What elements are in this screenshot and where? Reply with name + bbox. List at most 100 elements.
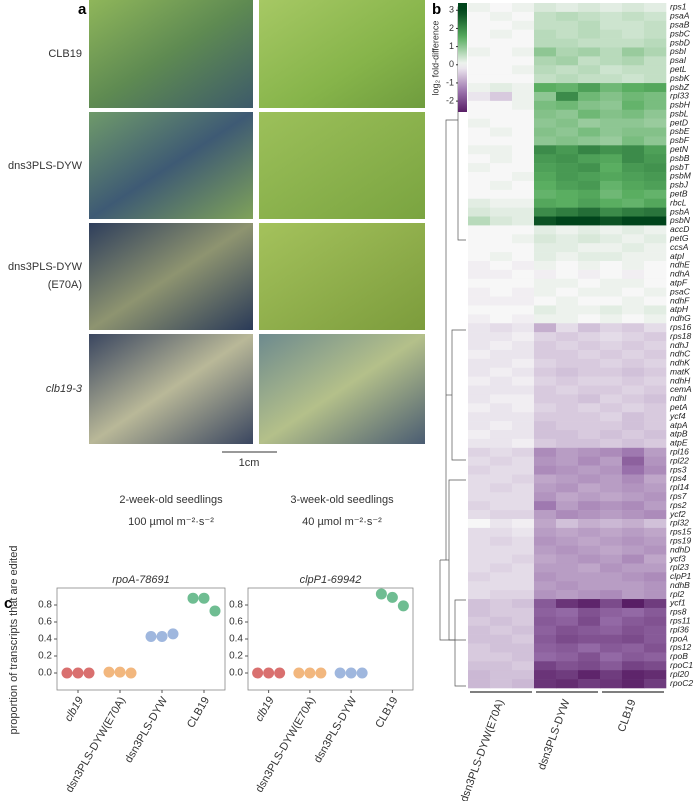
- heatmap-cell: [622, 341, 645, 351]
- heatmap-cell: [644, 341, 667, 351]
- heatmap-cell: [534, 349, 557, 360]
- row-label: ycf1: [669, 598, 686, 608]
- row-label: rpl22: [670, 455, 689, 465]
- heatmap-cell: [600, 56, 623, 66]
- heatmap-cell: [644, 545, 667, 555]
- row-label: rps4: [670, 473, 687, 483]
- heatmap-cell: [534, 56, 557, 66]
- heatmap-cell: [622, 20, 645, 30]
- heatmap-cell: [622, 607, 645, 618]
- heatmap-cell: [600, 563, 623, 573]
- heatmap-cell: [578, 492, 601, 502]
- heatmap-cell: [556, 29, 579, 39]
- heatmap-cell: [644, 599, 667, 609]
- heatmap-cell: [468, 385, 491, 395]
- data-point: [334, 667, 346, 679]
- heatmap-cell: [512, 243, 535, 253]
- heatmap-cell: [600, 536, 623, 546]
- scale-bar-label: 1cm: [239, 457, 260, 469]
- heatmap-cell: [534, 385, 557, 395]
- photo: [259, 334, 425, 444]
- row-label: ndhE: [670, 260, 690, 270]
- heatmap-cell: [644, 572, 667, 582]
- heatmap-cell: [490, 65, 513, 75]
- heatmap-cell: [556, 421, 579, 431]
- heatmap-cell: [534, 83, 557, 93]
- heatmap-cell: [622, 163, 645, 173]
- heatmap-cell: [622, 91, 645, 102]
- heatmap-cell: [622, 670, 645, 680]
- heatmap-cell: [600, 447, 623, 458]
- heatmap-cell: [534, 510, 557, 520]
- heatmap-cell: [512, 332, 535, 342]
- heatmap-cell: [600, 438, 623, 449]
- heatmap-cell: [600, 38, 623, 48]
- row-label: rpoB: [670, 651, 688, 661]
- heatmap-cell: [512, 65, 535, 75]
- heatmap-cell: [578, 109, 601, 119]
- heatmap-cell: [534, 412, 557, 422]
- heatmap-cell: [534, 492, 557, 502]
- heatmap-cell: [512, 625, 535, 635]
- row-label: psbN: [669, 215, 691, 225]
- heatmap-cell: [490, 260, 513, 271]
- heatmap-cell: [644, 100, 667, 111]
- y-tick-label: 0.2: [38, 651, 52, 662]
- heatmap-cell: [512, 83, 535, 93]
- data-point: [72, 667, 84, 679]
- heatmap-cell: [556, 243, 579, 253]
- heatmap-cell: [644, 172, 667, 182]
- heatmap-cell: [622, 385, 645, 395]
- heatmap-cell: [622, 367, 645, 377]
- heatmap-cell: [512, 607, 535, 618]
- heatmap-cell: [578, 679, 601, 689]
- row-label: petL: [669, 64, 687, 74]
- heatmap-cell: [534, 207, 557, 217]
- heatmap-cell: [600, 341, 623, 351]
- heatmap-cell: [556, 341, 579, 351]
- heatmap-cell: [512, 323, 535, 333]
- row-label: rpoC2: [670, 678, 693, 688]
- heatmap-cell: [534, 314, 557, 324]
- heatmap-cell: [490, 456, 513, 466]
- data-point: [386, 591, 398, 603]
- heatmap-cell: [578, 74, 601, 84]
- heatmap-cell: [556, 501, 579, 511]
- heatmap-cell: [534, 625, 557, 635]
- heatmap-cell: [622, 554, 645, 564]
- heatmap-cell: [490, 198, 513, 208]
- heatmap-cell: [578, 38, 601, 48]
- heatmap-cell: [600, 599, 623, 609]
- colorbar-label: log₂ fold-difference: [430, 21, 440, 96]
- row-label: rpl32: [670, 518, 689, 528]
- row-label: petD: [669, 117, 688, 127]
- heatmap-cell: [556, 367, 579, 377]
- heatmap-cell: [600, 554, 623, 564]
- heatmap-cell: [578, 189, 601, 200]
- heatmap-cell: [512, 349, 535, 360]
- heatmap-cell: [578, 163, 601, 173]
- heatmap-cell: [578, 136, 601, 146]
- heatmap-cell: [578, 590, 601, 600]
- heatmap-cell: [578, 581, 601, 591]
- heatmap-cell: [490, 572, 513, 582]
- heatmap-cell: [600, 545, 623, 555]
- heatmap-cell: [468, 47, 491, 57]
- heatmap-cell: [578, 252, 601, 262]
- column-caption: 2-week-old seedlings: [119, 494, 223, 506]
- data-point: [397, 600, 409, 612]
- heatmap-cell: [578, 394, 601, 404]
- heatmap-cell: [468, 501, 491, 511]
- heatmap-cell: [622, 625, 645, 635]
- heatmap-cell: [490, 100, 513, 111]
- heatmap-cell: [578, 287, 601, 297]
- heatmap-cell: [578, 643, 601, 653]
- row-label: rpl20: [670, 669, 689, 679]
- row-label: clpP1: [670, 571, 692, 581]
- x-tick-label: CLB19: [373, 695, 400, 730]
- photo: [259, 223, 425, 330]
- heatmap-cell: [490, 269, 513, 280]
- heatmap-cell: [512, 20, 535, 30]
- heatmap-cell: [578, 421, 601, 431]
- heatmap-cell: [578, 207, 601, 217]
